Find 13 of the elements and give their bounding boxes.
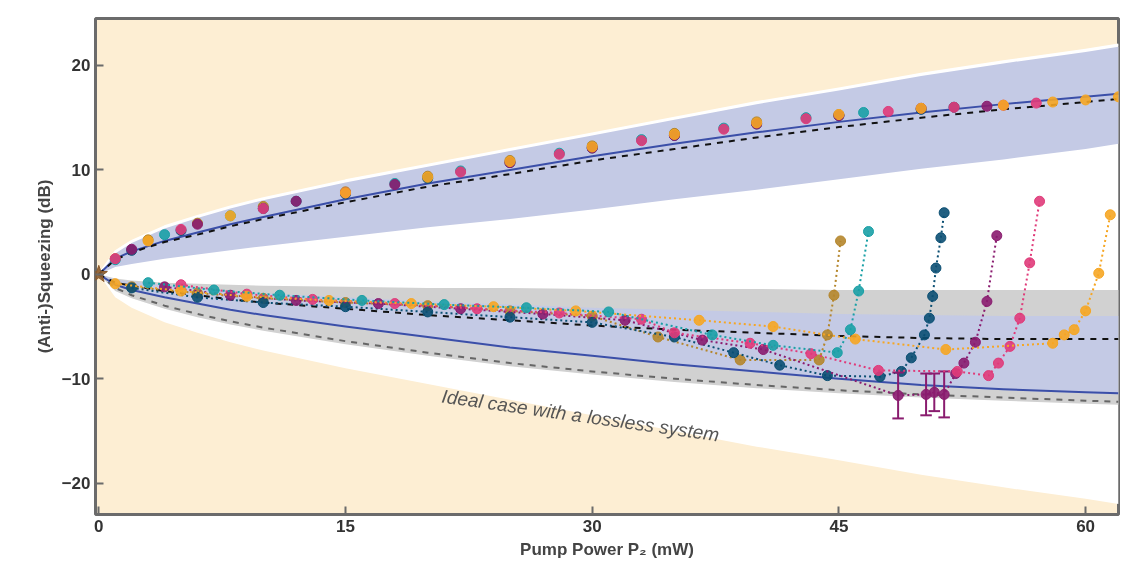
y-tick-label: 20 [71, 56, 91, 76]
y-tick-label: 0 [81, 265, 91, 285]
y-tick-label: −20 [61, 474, 91, 494]
x-tick-label: 30 [582, 516, 602, 536]
y-tick-label: 10 [71, 160, 91, 180]
annotation: Ideal case with a lossless system [440, 385, 721, 446]
x-tick-label: 15 [336, 516, 355, 536]
x-tick-label: 60 [1076, 516, 1096, 536]
y-tick-label: −10 [61, 369, 91, 389]
x-axis-title: Pump Power P₂ (mW) [520, 539, 694, 559]
x-tick-label: 0 [94, 516, 104, 536]
x-tick-label: 45 [829, 516, 849, 536]
y-axis-title: (Anti-)Squeezing (dB) [34, 179, 54, 354]
